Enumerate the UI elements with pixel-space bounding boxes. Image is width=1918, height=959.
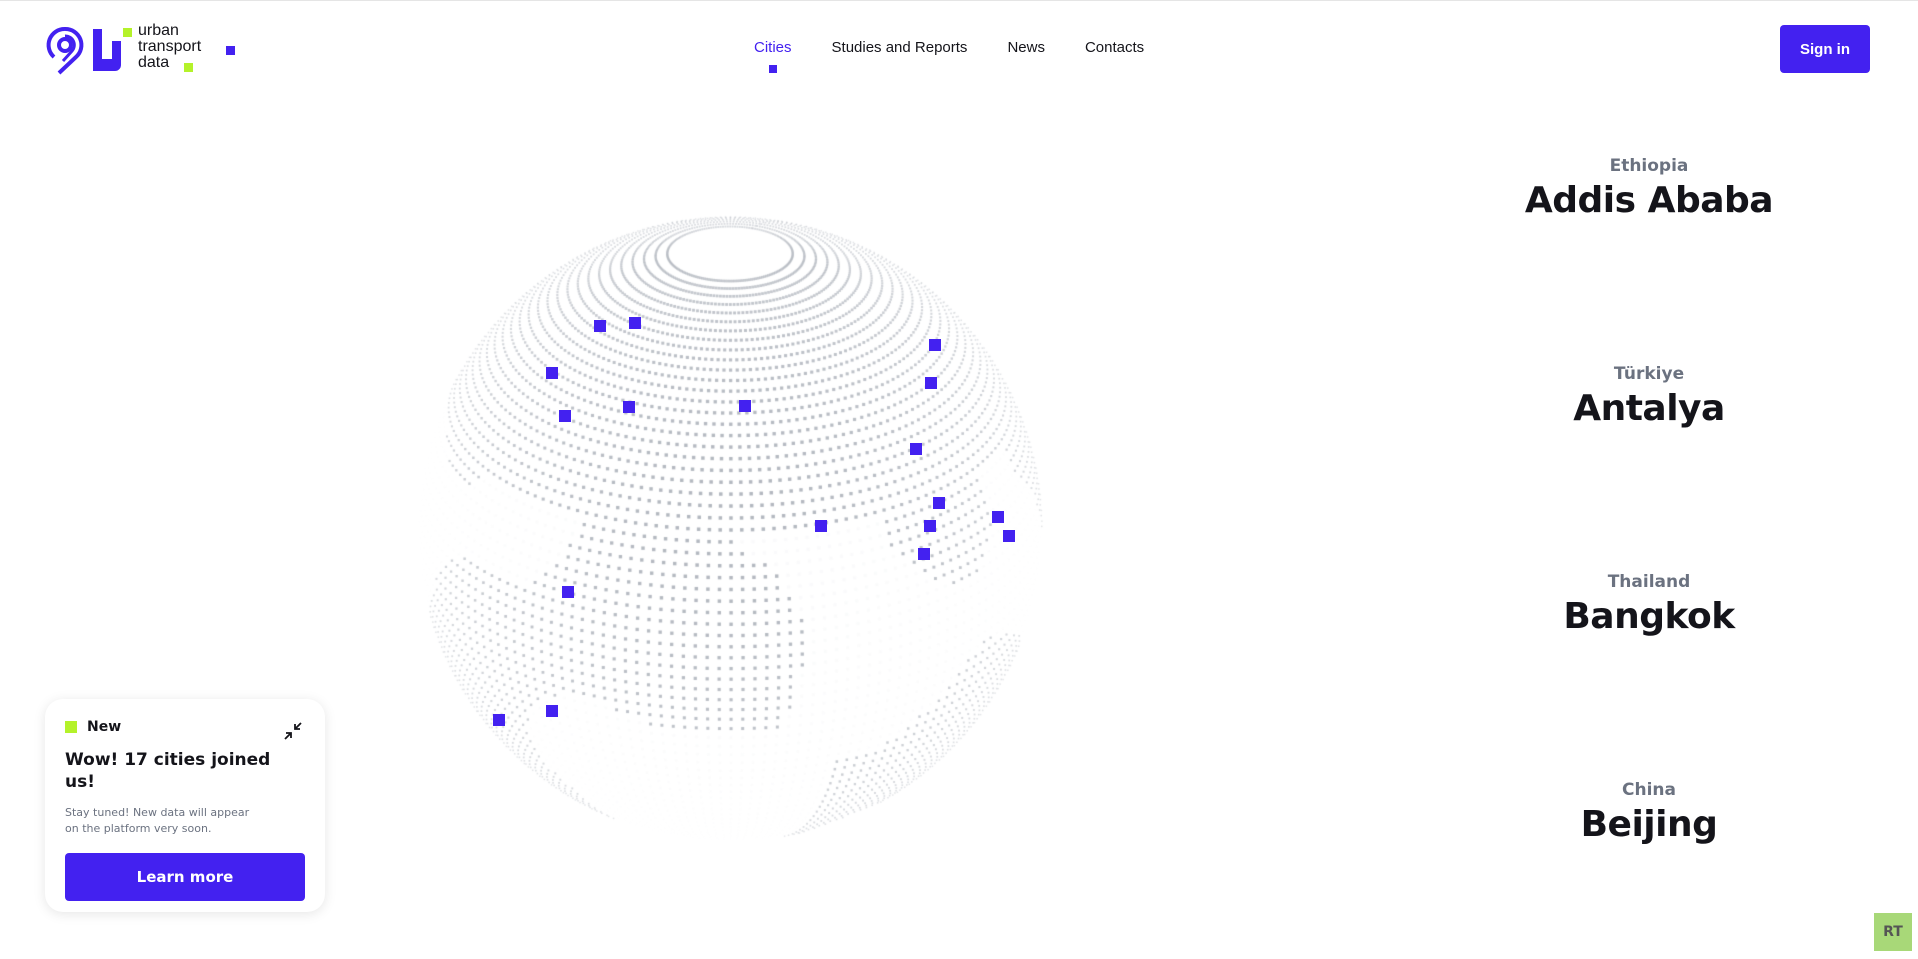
city-item[interactable]: Türkiye Antalya [1449,364,1849,429]
nav-studies-and-reports[interactable]: Studies and Reports [831,39,968,56]
country-label: Ethiopia [1609,156,1689,176]
city-marker[interactable] [815,520,827,532]
collapse-arrows-icon[interactable] [281,719,305,743]
city-marker[interactable] [546,705,558,717]
badge-label: New [87,719,122,735]
news-card: New Wow! 17 cities joined us! Stay tuned… [45,699,325,912]
city-item[interactable]: Ethiopia Addis Ababa [1449,156,1849,221]
city-marker[interactable] [924,520,936,532]
logo-line: urban [138,22,179,39]
sign-in-button[interactable]: Sign in [1780,25,1870,73]
city-marker[interactable] [925,377,937,389]
city-marker[interactable] [594,320,606,332]
learn-more-button[interactable]: Learn more [65,853,305,901]
city-item[interactable]: China Beijing [1449,780,1849,845]
city-marker[interactable] [992,511,1004,523]
city-marker[interactable] [629,317,641,329]
country-label: China [1622,780,1676,800]
city-marker[interactable] [493,714,505,726]
logo-square [226,46,235,55]
city-marker[interactable] [1003,530,1015,542]
nav-contacts[interactable]: Contacts [1084,39,1145,56]
city-marker[interactable] [739,400,751,412]
new-badge: New [65,719,305,735]
city-name: Beijing [1580,804,1718,845]
city-marker[interactable] [918,548,930,560]
logo-square [184,63,193,72]
logo-text: urban transport data [138,23,201,71]
city-marker[interactable] [929,339,941,351]
logo[interactable]: urban transport data [45,23,245,77]
nav-cities[interactable]: Cities [754,39,792,73]
city-marker[interactable] [562,586,574,598]
globe[interactable] [400,201,1060,861]
city-name: Bangkok [1563,596,1735,637]
logo-mark-icon [46,26,132,75]
country-label: Thailand [1607,572,1691,592]
city-marker[interactable] [559,410,571,422]
country-label: Türkiye [1613,364,1685,384]
city-marker[interactable] [546,367,558,379]
card-text: Stay tuned! New data will appear on the … [65,806,250,835]
rt-badge: RT [1874,913,1912,951]
logo-line: data [138,54,170,71]
city-name: Addis Ababa [1524,180,1774,221]
city-item[interactable]: Thailand Bangkok [1449,572,1849,637]
main-nav: Cities Studies and Reports News Contacts [754,39,1145,73]
city-marker[interactable] [910,443,922,455]
city-name: Antalya [1573,388,1725,429]
city-marker[interactable] [933,497,945,509]
nav-news[interactable]: News [1007,39,1045,56]
badge-square-icon [65,721,77,733]
city-marker[interactable] [623,401,635,413]
card-title: Wow! 17 cities joined us! [65,750,271,792]
logo-line: transport [138,38,202,55]
